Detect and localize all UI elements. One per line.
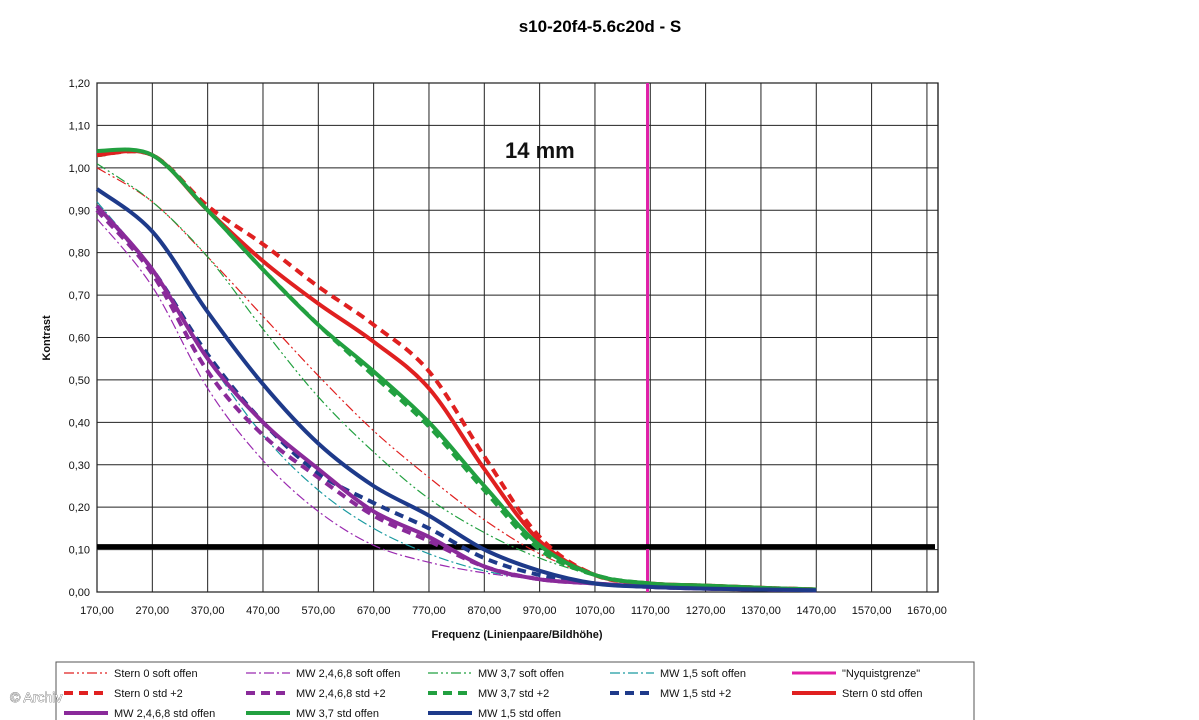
series-line-11 xyxy=(96,147,817,592)
x-tick-label: 170,00 xyxy=(80,605,114,617)
series-lines xyxy=(95,147,817,593)
x-tick-label: 1470,00 xyxy=(796,605,836,617)
x-tick-label: 670,00 xyxy=(357,605,391,617)
y-tick-label: 0,80 xyxy=(69,248,90,260)
y-tick-label: 1,10 xyxy=(69,120,90,132)
legend-label: Stern 0 std +2 xyxy=(114,688,183,700)
x-tick-label: 370,00 xyxy=(191,605,225,617)
y-tick-label: 0,70 xyxy=(69,290,90,302)
y-tick-label: 0,00 xyxy=(69,587,90,599)
copyright-notice: © Archiv xyxy=(10,689,62,705)
legend-label: MW 1,5 std offen xyxy=(478,708,561,720)
legend-label: "Nyquistgrenze" xyxy=(842,668,920,680)
legend-label: MW 3,7 soft offen xyxy=(478,668,564,680)
y-tick-label: 0,90 xyxy=(69,205,90,217)
legend-label: MW 3,7 std +2 xyxy=(478,688,549,700)
legend-label: MW 2,4,6,8 soft offen xyxy=(296,668,400,680)
series-line-8 xyxy=(95,204,817,593)
y-tick-label: 0,50 xyxy=(69,375,90,387)
x-tick-label: 1570,00 xyxy=(852,605,892,617)
x-tick-label: 1670,00 xyxy=(907,605,947,617)
x-tick-label: 870,00 xyxy=(467,605,501,617)
reference-lines xyxy=(97,83,935,592)
ticks: 170,00 270,00 370,00 470,00 570,00 670,00 770,… xyxy=(69,78,947,617)
y-tick-label: 1,20 xyxy=(69,78,90,90)
legend-label: MW 1,5 std +2 xyxy=(660,688,731,700)
y-tick-label: 0,10 xyxy=(69,545,90,557)
x-tick-label: 570,00 xyxy=(301,605,335,617)
y-tick-label: 0,30 xyxy=(69,460,90,472)
focal-length-annotation: 14 mm xyxy=(505,138,575,163)
x-tick-label: 970,00 xyxy=(523,605,557,617)
legend-label: MW 1,5 soft offen xyxy=(660,668,746,680)
x-tick-label: 1370,00 xyxy=(741,605,781,617)
series-line-12 xyxy=(95,187,817,593)
chart-title: s10-20f4-5.6c20d - S xyxy=(519,17,682,36)
y-tick-label: 0,60 xyxy=(69,333,90,345)
series-line-6 xyxy=(95,208,817,593)
legend-label: Stern 0 soft offen xyxy=(114,668,198,680)
x-tick-label: 770,00 xyxy=(412,605,446,617)
x-tick-label: 1270,00 xyxy=(686,605,726,617)
y-tick-label: 0,20 xyxy=(69,502,90,514)
x-tick-label: 270,00 xyxy=(136,605,170,617)
y-tick-label: 0,40 xyxy=(69,417,90,429)
y-axis-title: Kontrast xyxy=(41,315,53,361)
legend-label: Stern 0 std offen xyxy=(842,688,923,700)
x-tick-label: 1170,00 xyxy=(631,605,670,617)
x-axis-title: Frequenz (Linienpaare/Bildhöhe) xyxy=(431,629,602,641)
legend-label: MW 3,7 std offen xyxy=(296,708,379,720)
x-tick-label: 470,00 xyxy=(246,605,280,617)
legend-label: MW 2,4,6,8 std +2 xyxy=(296,688,386,700)
legend: Stern 0 soft offen MW 2,4,6,8 soft offen M… xyxy=(55,661,975,720)
y-tick-label: 1,00 xyxy=(69,163,90,175)
legend-label: MW 2,4,6,8 std offen xyxy=(114,708,215,720)
x-tick-label: 1070,00 xyxy=(575,605,615,617)
